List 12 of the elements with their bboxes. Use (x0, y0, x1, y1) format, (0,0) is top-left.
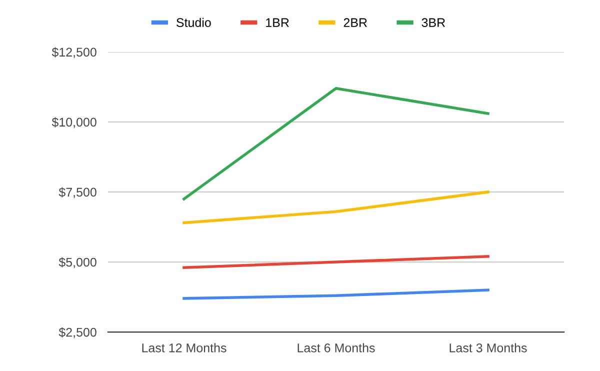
legend-label: 2BR (344, 18, 367, 27)
legend-label: Studio (176, 18, 211, 28)
x-tick-label: Last 6 Months (298, 343, 375, 352)
y-tick-label: $5,000 (58, 257, 96, 268)
x-tick-label: Last 12 Months (142, 343, 226, 352)
legend-label: 1BR (266, 18, 289, 27)
y-tick-label: $2,500 (58, 327, 96, 338)
y-tick-label: $7,500 (58, 187, 96, 198)
y-tick-label: $12,500 (52, 47, 96, 58)
y-tick-label: $10,000 (52, 117, 96, 128)
x-tick-label: Last 3 Months (450, 343, 527, 352)
legend-label: 3BR (422, 18, 446, 28)
